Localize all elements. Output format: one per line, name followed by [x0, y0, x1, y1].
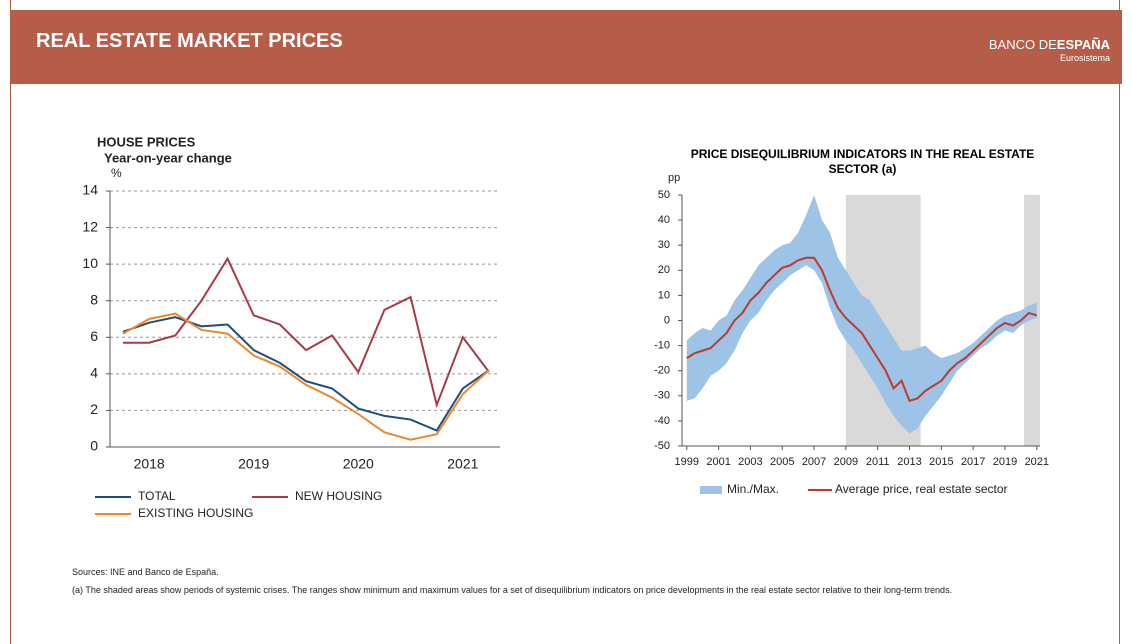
- legend-label: Average price, real estate sector: [835, 482, 1008, 496]
- logo: BANCO DEESPAÑA Eurosistema: [989, 37, 1110, 63]
- footnote: (a) The shaded areas show periods of sys…: [72, 585, 953, 595]
- x-tick-label: 2021: [1025, 456, 1049, 468]
- series-line: [122, 312, 490, 441]
- y-tick-label: 8: [90, 291, 98, 307]
- legend-label: NEW HOUSING: [295, 489, 382, 503]
- y-tick-label: 6: [90, 328, 98, 344]
- legend-swatch: [700, 486, 722, 494]
- x-tick-label: 2019: [993, 456, 1017, 468]
- x-tick-label: 2007: [802, 456, 826, 468]
- range-band: [686, 195, 1037, 434]
- x-tick-label: 2017: [961, 456, 985, 468]
- legend-label: EXISTING HOUSING: [138, 506, 253, 520]
- x-tick-label: 2021: [447, 456, 478, 472]
- x-tick-label: 2009: [834, 456, 858, 468]
- x-tick-label: 2020: [343, 456, 374, 472]
- logo-sub: Eurosistema: [1059, 53, 1110, 63]
- series-line: [686, 256, 1038, 403]
- frame: [10, 0, 1120, 644]
- source-note: Sources: INE and Banco de España.: [72, 567, 219, 577]
- y-tick-label: 40: [658, 214, 670, 226]
- y-tick-label: 14: [82, 182, 98, 198]
- x-tick-label: 2015: [929, 456, 953, 468]
- logo-bold: ESPAÑA: [1056, 37, 1110, 52]
- x-tick-label: 2013: [897, 456, 921, 468]
- x-tick-label: 2005: [770, 456, 794, 468]
- series-line: [123, 256, 490, 409]
- series-line: [122, 316, 490, 432]
- chart-subtitle: Year-on-year change: [104, 150, 232, 165]
- y-axis-label: pp: [668, 172, 680, 184]
- y-tick-label: 20: [658, 264, 670, 276]
- y-tick-label: 0: [90, 438, 98, 454]
- header-title: REAL ESTATE MARKET PRICES: [36, 30, 343, 52]
- y-tick-label: 12: [82, 218, 98, 234]
- legend-label: TOTAL: [138, 489, 176, 503]
- header-bar: [10, 10, 1122, 84]
- y-tick-label: -10: [654, 340, 670, 352]
- x-tick-label: 2011: [866, 456, 890, 468]
- crisis-shade: [1024, 195, 1040, 446]
- x-tick-label: 2019: [238, 456, 269, 472]
- x-tick-label: 2018: [134, 456, 165, 472]
- y-tick-label: 10: [658, 289, 670, 301]
- x-tick-label: 1999: [675, 456, 699, 468]
- y-tick-label: -50: [654, 440, 670, 452]
- chart-title: PRICE DISEQUILIBRIUM INDICATORS IN THE R…: [690, 147, 1035, 176]
- y-tick-label: 50: [658, 189, 670, 201]
- legend-label: Min./Max.: [727, 482, 779, 496]
- x-tick-label: 2003: [738, 456, 762, 468]
- y-tick-label: -20: [654, 365, 670, 377]
- y-tick-label: 30: [658, 239, 670, 251]
- y-tick-label: 4: [90, 365, 98, 381]
- y-tick-label: 2: [90, 401, 98, 417]
- y-axis-label: %: [111, 166, 122, 180]
- logo-light: BANCO DE: [988, 37, 1057, 52]
- y-tick-label: -30: [654, 390, 670, 402]
- y-tick-label: -40: [654, 415, 670, 427]
- chart-title: HOUSE PRICES: [97, 134, 196, 149]
- y-tick-label: 0: [664, 314, 670, 326]
- y-tick-label: 10: [82, 255, 98, 271]
- x-tick-label: 2001: [706, 456, 730, 468]
